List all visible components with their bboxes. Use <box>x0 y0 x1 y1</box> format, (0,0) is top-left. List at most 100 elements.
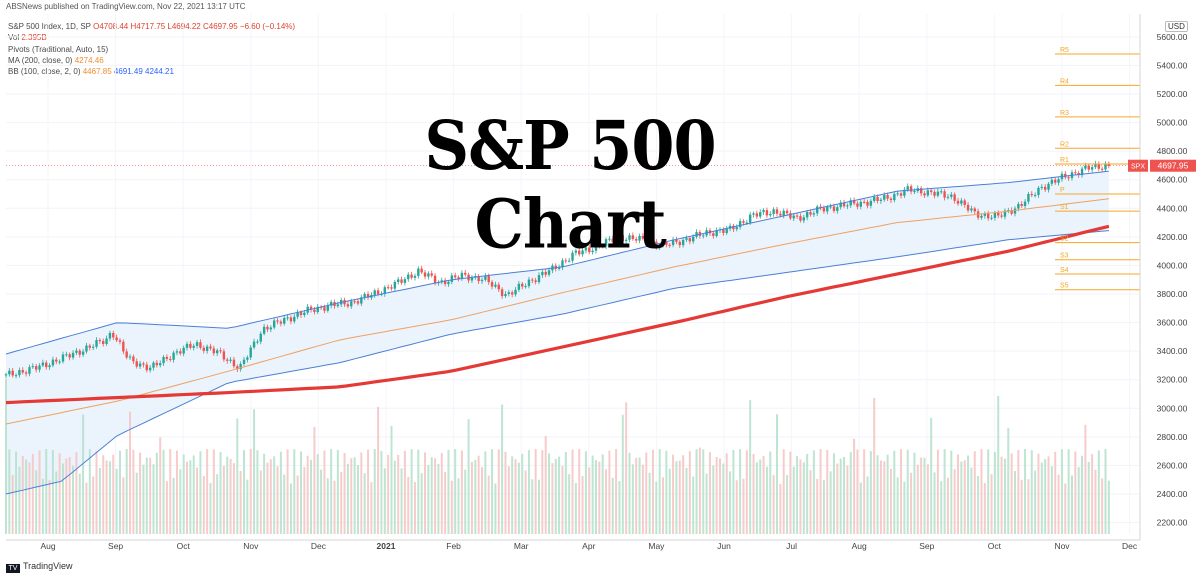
x-tick-label: Sep <box>108 541 123 551</box>
volume-bar <box>812 450 815 534</box>
volume-bar <box>859 482 862 534</box>
volume-bar <box>591 455 594 534</box>
candle-body <box>397 279 400 282</box>
volume-bar <box>340 471 343 534</box>
currency-button[interactable]: USD <box>1165 21 1188 32</box>
volume-bar <box>336 449 339 534</box>
volume-bar <box>574 483 577 534</box>
volume-bar <box>1040 462 1043 534</box>
volume-bar <box>648 472 651 534</box>
candle-body <box>1084 165 1087 169</box>
volume-bar <box>1087 462 1090 534</box>
volume-bar <box>353 457 356 534</box>
candle-body <box>604 239 608 247</box>
volume-bar <box>239 471 242 534</box>
volume-bar <box>118 450 121 534</box>
candle-body <box>443 280 447 285</box>
volume-bar <box>430 457 433 534</box>
candle-body <box>202 347 205 351</box>
candle-body <box>31 366 35 368</box>
volume-bar <box>765 466 768 534</box>
volume-bar <box>467 419 470 534</box>
last-price-value-tag <box>1150 159 1196 172</box>
candle-body <box>792 215 795 219</box>
y-tick-label: 4800.00 <box>1157 146 1188 156</box>
volume-bar <box>410 449 413 534</box>
candle-body <box>226 359 229 361</box>
volume-bar <box>219 451 222 534</box>
volume-bar <box>199 451 202 534</box>
candle-body <box>236 366 239 370</box>
candle-body <box>350 301 353 307</box>
candle-body <box>303 312 306 316</box>
volume-bar <box>1020 479 1023 534</box>
candle-layer <box>4 160 1111 379</box>
volume-bar <box>497 449 500 534</box>
volume-bar <box>1027 479 1030 534</box>
volume-bar <box>400 468 403 534</box>
candle-body <box>169 358 172 360</box>
candle-body <box>353 301 356 303</box>
volume-bar <box>970 467 973 534</box>
volume-bar <box>434 458 437 534</box>
candle-body <box>909 186 913 192</box>
x-tick-label: Apr <box>582 541 595 551</box>
volume-layer <box>5 379 1110 534</box>
volume-bar <box>618 481 621 534</box>
candle-body <box>1013 208 1017 214</box>
volume-bar <box>641 464 644 534</box>
volume-bar <box>792 466 795 534</box>
volume-bar <box>866 476 869 534</box>
candle-body <box>966 204 970 211</box>
candle-body <box>665 241 668 245</box>
candle-body <box>504 293 507 297</box>
volume-bar <box>105 460 108 534</box>
candle-body <box>903 189 906 196</box>
volume-bar <box>1094 469 1097 534</box>
candle-body <box>1090 167 1094 170</box>
candle-body <box>963 200 966 205</box>
bb-basis-line <box>5 198 1109 425</box>
candle-body <box>1050 179 1054 184</box>
candle-body <box>45 362 48 368</box>
x-tick-label: Nov <box>1054 541 1070 551</box>
volume-bar <box>5 379 7 534</box>
candle-body <box>165 356 169 359</box>
volume-bar <box>1000 456 1003 534</box>
candle-body <box>286 317 289 319</box>
volume-bar <box>953 469 956 534</box>
volume-bar <box>129 411 132 534</box>
y-tick-label: 3600.00 <box>1157 318 1188 328</box>
volume-bar <box>658 449 661 534</box>
volume-bar <box>346 463 349 534</box>
candle-body <box>591 250 594 253</box>
candle-body <box>323 307 326 311</box>
candle-body <box>91 346 95 348</box>
y-tick-label: 3000.00 <box>1157 403 1188 413</box>
candle-body <box>189 343 192 348</box>
volume-bar <box>367 449 370 534</box>
volume-bar <box>943 449 946 534</box>
candle-body <box>789 213 792 219</box>
volume-bar <box>15 451 18 534</box>
candle-body <box>571 252 574 261</box>
volume-bar <box>802 462 805 534</box>
candle-body <box>329 302 333 306</box>
candle-body <box>148 367 152 371</box>
volume-bar <box>139 452 142 534</box>
bollinger-band-fill <box>6 171 1109 494</box>
candle-body <box>269 327 273 330</box>
volume-bar <box>172 477 175 534</box>
volume-bar <box>511 456 514 534</box>
x-tick-label: Dec <box>311 541 327 551</box>
volume-bar <box>832 453 835 534</box>
candle-body <box>490 282 494 287</box>
footer-brand: TV TradingView <box>6 561 73 573</box>
candle-body <box>795 215 799 217</box>
volume-bar <box>1050 466 1053 534</box>
x-tick-label: Oct <box>988 541 1002 551</box>
volume-bar <box>169 449 172 534</box>
candle-body <box>1104 164 1107 170</box>
candle-body <box>926 190 930 196</box>
